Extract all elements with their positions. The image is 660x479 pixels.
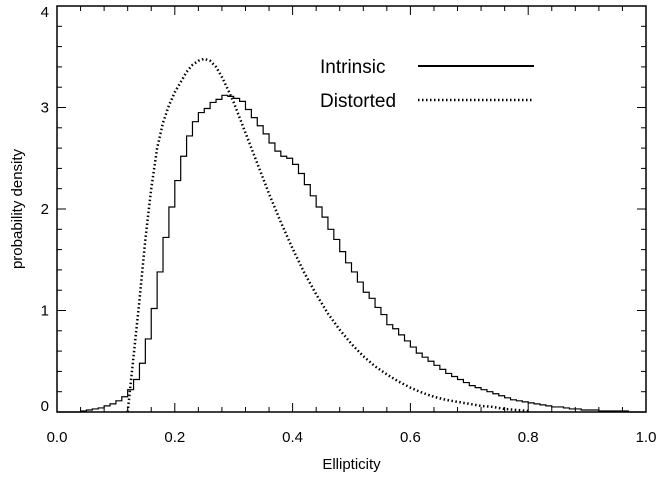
y-axis-ticks: 0 1 2 3 4 [41, 4, 646, 415]
x-tick-label: 0.8 [518, 429, 539, 446]
x-axis-ticks: 0.0 0.2 0.4 0.6 0.8 1.0 [47, 6, 657, 446]
y-tick-label: 0 [41, 398, 49, 415]
legend-label-intrinsic: Intrinsic [320, 57, 385, 78]
legend-label-distorted: Distorted [320, 91, 396, 112]
series-layer [57, 57, 646, 413]
y-tick-label: 1 [41, 303, 49, 320]
x-axis-title: Ellipticity [322, 456, 381, 473]
series-intrinsic-histogram [57, 94, 646, 413]
x-tick-label: 0.0 [47, 429, 68, 446]
x-tick-label: 0.4 [282, 429, 303, 446]
x-tick-label: 0.2 [164, 429, 185, 446]
x-tick-label: 1.0 [636, 429, 657, 446]
y-tick-label: 2 [41, 201, 49, 218]
y-tick-label: 4 [41, 4, 49, 21]
legend: Intrinsic Distorted [320, 57, 534, 112]
y-tick-label: 3 [41, 100, 49, 117]
x-tick-label: 0.6 [400, 429, 421, 446]
y-axis-title: probability density [9, 148, 26, 269]
